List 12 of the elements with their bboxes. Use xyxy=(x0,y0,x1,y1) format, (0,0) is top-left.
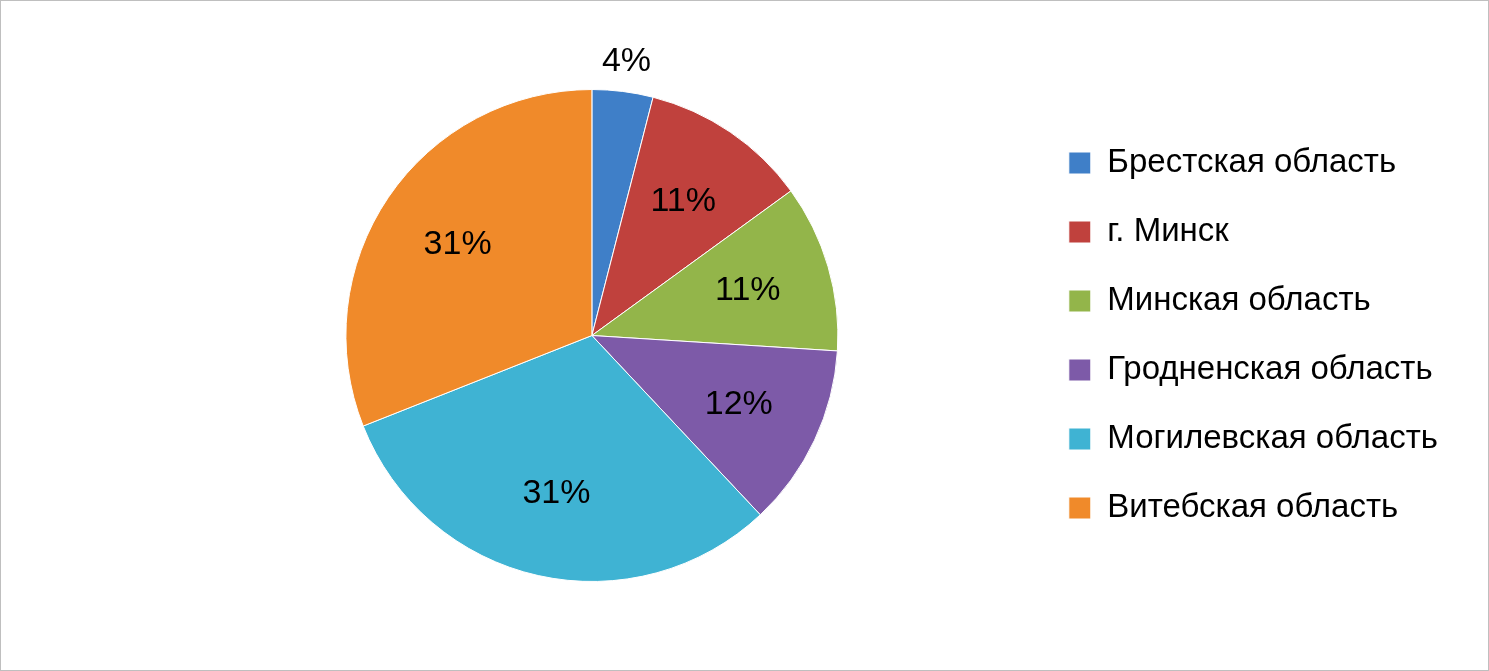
legend-label: Брестская область xyxy=(1107,142,1397,180)
data-label: 11% xyxy=(715,268,781,307)
data-label: 11% xyxy=(650,179,716,218)
legend-label: Могилевская область xyxy=(1107,418,1439,456)
data-label: 12% xyxy=(704,383,773,421)
data-label: 31% xyxy=(423,222,492,261)
data-label: 31% xyxy=(522,472,591,511)
legend-label: Минская область xyxy=(1107,280,1371,318)
legend-label: г. Минск xyxy=(1107,211,1230,249)
data-label: 4% xyxy=(601,40,652,79)
legend-label: Гродненская область xyxy=(1107,349,1433,387)
legend-label: Витебская область xyxy=(1107,487,1399,525)
